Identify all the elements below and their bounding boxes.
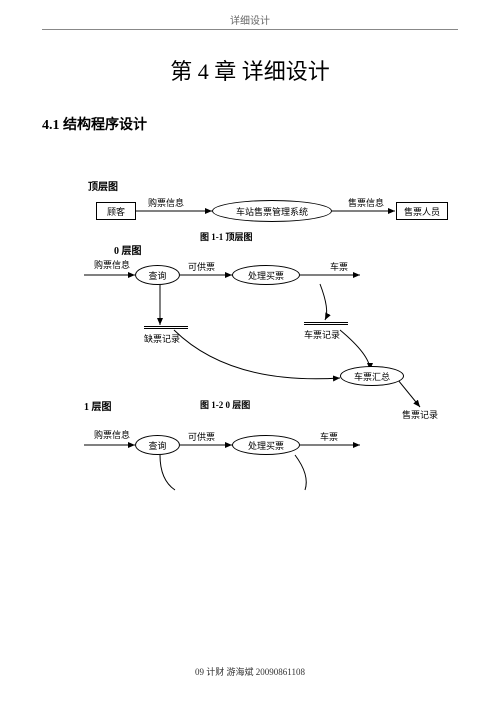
- label-shortage: 缺票记录: [144, 332, 180, 345]
- node-process-buy: 处理买票: [232, 265, 300, 285]
- edge-available: 可供票: [188, 260, 215, 273]
- header-divider: [42, 29, 458, 30]
- level-0-label: 0 层图: [114, 242, 142, 257]
- diagram-area: 顶层图 0 层图 1 层图 顾客 车站售票管理系统 售票人员 购票信息 售票信息…: [0, 170, 500, 590]
- edge-available-2: 可供票: [188, 430, 215, 443]
- edge-sale-info: 售票信息: [348, 196, 384, 209]
- edge-buy-info-3: 购票信息: [94, 428, 130, 441]
- storage-ticket-record: [304, 322, 348, 325]
- level-top-label: 顶层图: [88, 178, 118, 193]
- node-staff: 售票人员: [396, 202, 448, 220]
- page-footer: 09 计财 游海斌 20090861108: [0, 665, 500, 678]
- figure-1-caption: 图 1-1 顶层图: [200, 230, 253, 243]
- edge-buy-info-2: 购票信息: [94, 258, 130, 271]
- node-customer: 顾客: [96, 202, 136, 220]
- node-system: 车站售票管理系统: [212, 200, 332, 222]
- node-ticket-summary: 车票汇总: [340, 366, 404, 386]
- edge-buy-info: 购票信息: [148, 196, 184, 209]
- storage-shortage: [144, 326, 188, 329]
- label-ticket-record: 车票记录: [304, 328, 340, 341]
- level-1-label: 1 层图: [84, 398, 112, 413]
- chapter-title: 第 4 章 详细设计: [0, 54, 500, 86]
- node-process-buy-2: 处理买票: [232, 435, 300, 455]
- edge-ticket-2: 车票: [320, 430, 338, 443]
- page-header: 详细设计: [0, 0, 500, 29]
- edge-ticket: 车票: [330, 260, 348, 273]
- section-title: 4.1 结构程序设计: [42, 114, 500, 134]
- figure-2-caption: 图 1-2 0 层图: [200, 398, 250, 411]
- edge-sale-record: 售票记录: [402, 408, 438, 421]
- node-query-2: 查询: [135, 435, 180, 455]
- node-query: 查询: [135, 265, 180, 285]
